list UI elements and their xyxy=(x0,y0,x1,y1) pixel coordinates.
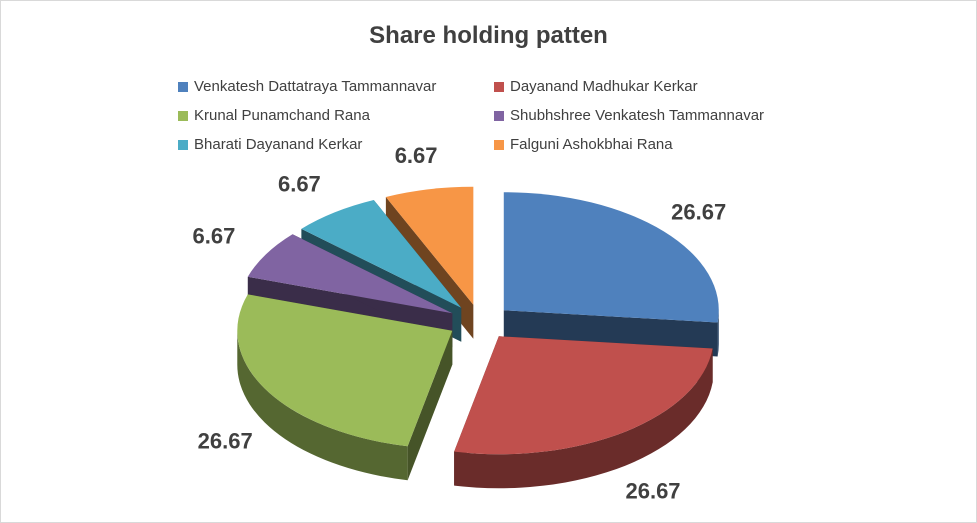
slice-wall-2-0 xyxy=(407,330,453,481)
slice-top-4 xyxy=(301,199,462,308)
data-label-3: 6.67 xyxy=(192,224,235,249)
legend-label: Shubhshree Venkatesh Tammannavar xyxy=(510,107,765,124)
legend-swatch xyxy=(178,81,188,92)
legend-label: Venkatesh Dattatraya Tammannavar xyxy=(194,78,437,95)
legend-swatch xyxy=(178,110,188,121)
legend-label: Falguni Ashokbhai Rana xyxy=(510,136,673,153)
legend-label: Bharati Dayanand Kerkar xyxy=(194,136,363,153)
legend-item-krunal: Krunal Punamchand Rana xyxy=(178,105,494,126)
pie-slice-2 xyxy=(237,294,453,481)
data-label-1: 26.67 xyxy=(625,478,680,503)
legend-item-venkatesh: Venkatesh Dattatraya Tammannavar xyxy=(178,76,494,97)
slice-top-3 xyxy=(247,234,453,314)
data-label-4: 6.67 xyxy=(278,171,321,196)
legend-swatch xyxy=(494,110,504,121)
chart-legend: Venkatesh Dattatraya Tammannavar Dayanan… xyxy=(178,76,818,155)
legend-item-bharati: Bharati Dayanand Kerkar xyxy=(178,134,494,155)
slice-top-5 xyxy=(385,186,474,305)
legend-label: Dayanand Madhukar Kerkar xyxy=(510,78,698,95)
data-label-2: 26.67 xyxy=(198,429,253,454)
legend-item-falguni: Falguni Ashokbhai Rana xyxy=(494,134,810,155)
slice-top-0 xyxy=(503,192,719,323)
legend-swatch xyxy=(494,139,504,150)
slice-side-0-0 xyxy=(717,310,719,357)
legend-item-dayanand: Dayanand Madhukar Kerkar xyxy=(494,76,810,97)
legend-label: Krunal Punamchand Rana xyxy=(194,107,370,124)
pie-slice-1 xyxy=(454,336,713,489)
slice-top-2 xyxy=(237,294,453,447)
legend-swatch xyxy=(178,139,188,150)
data-label-5: 6.67 xyxy=(395,143,438,168)
slice-top-1 xyxy=(454,336,713,455)
slice-side-2-0 xyxy=(237,330,408,481)
legend-swatch xyxy=(494,81,504,92)
data-label-0: 26.67 xyxy=(671,200,726,225)
slice-side-1-0 xyxy=(454,348,713,489)
chart-title: Share holding patten xyxy=(369,22,608,49)
legend-item-shubhshree: Shubhshree Venkatesh Tammannavar xyxy=(494,105,810,126)
